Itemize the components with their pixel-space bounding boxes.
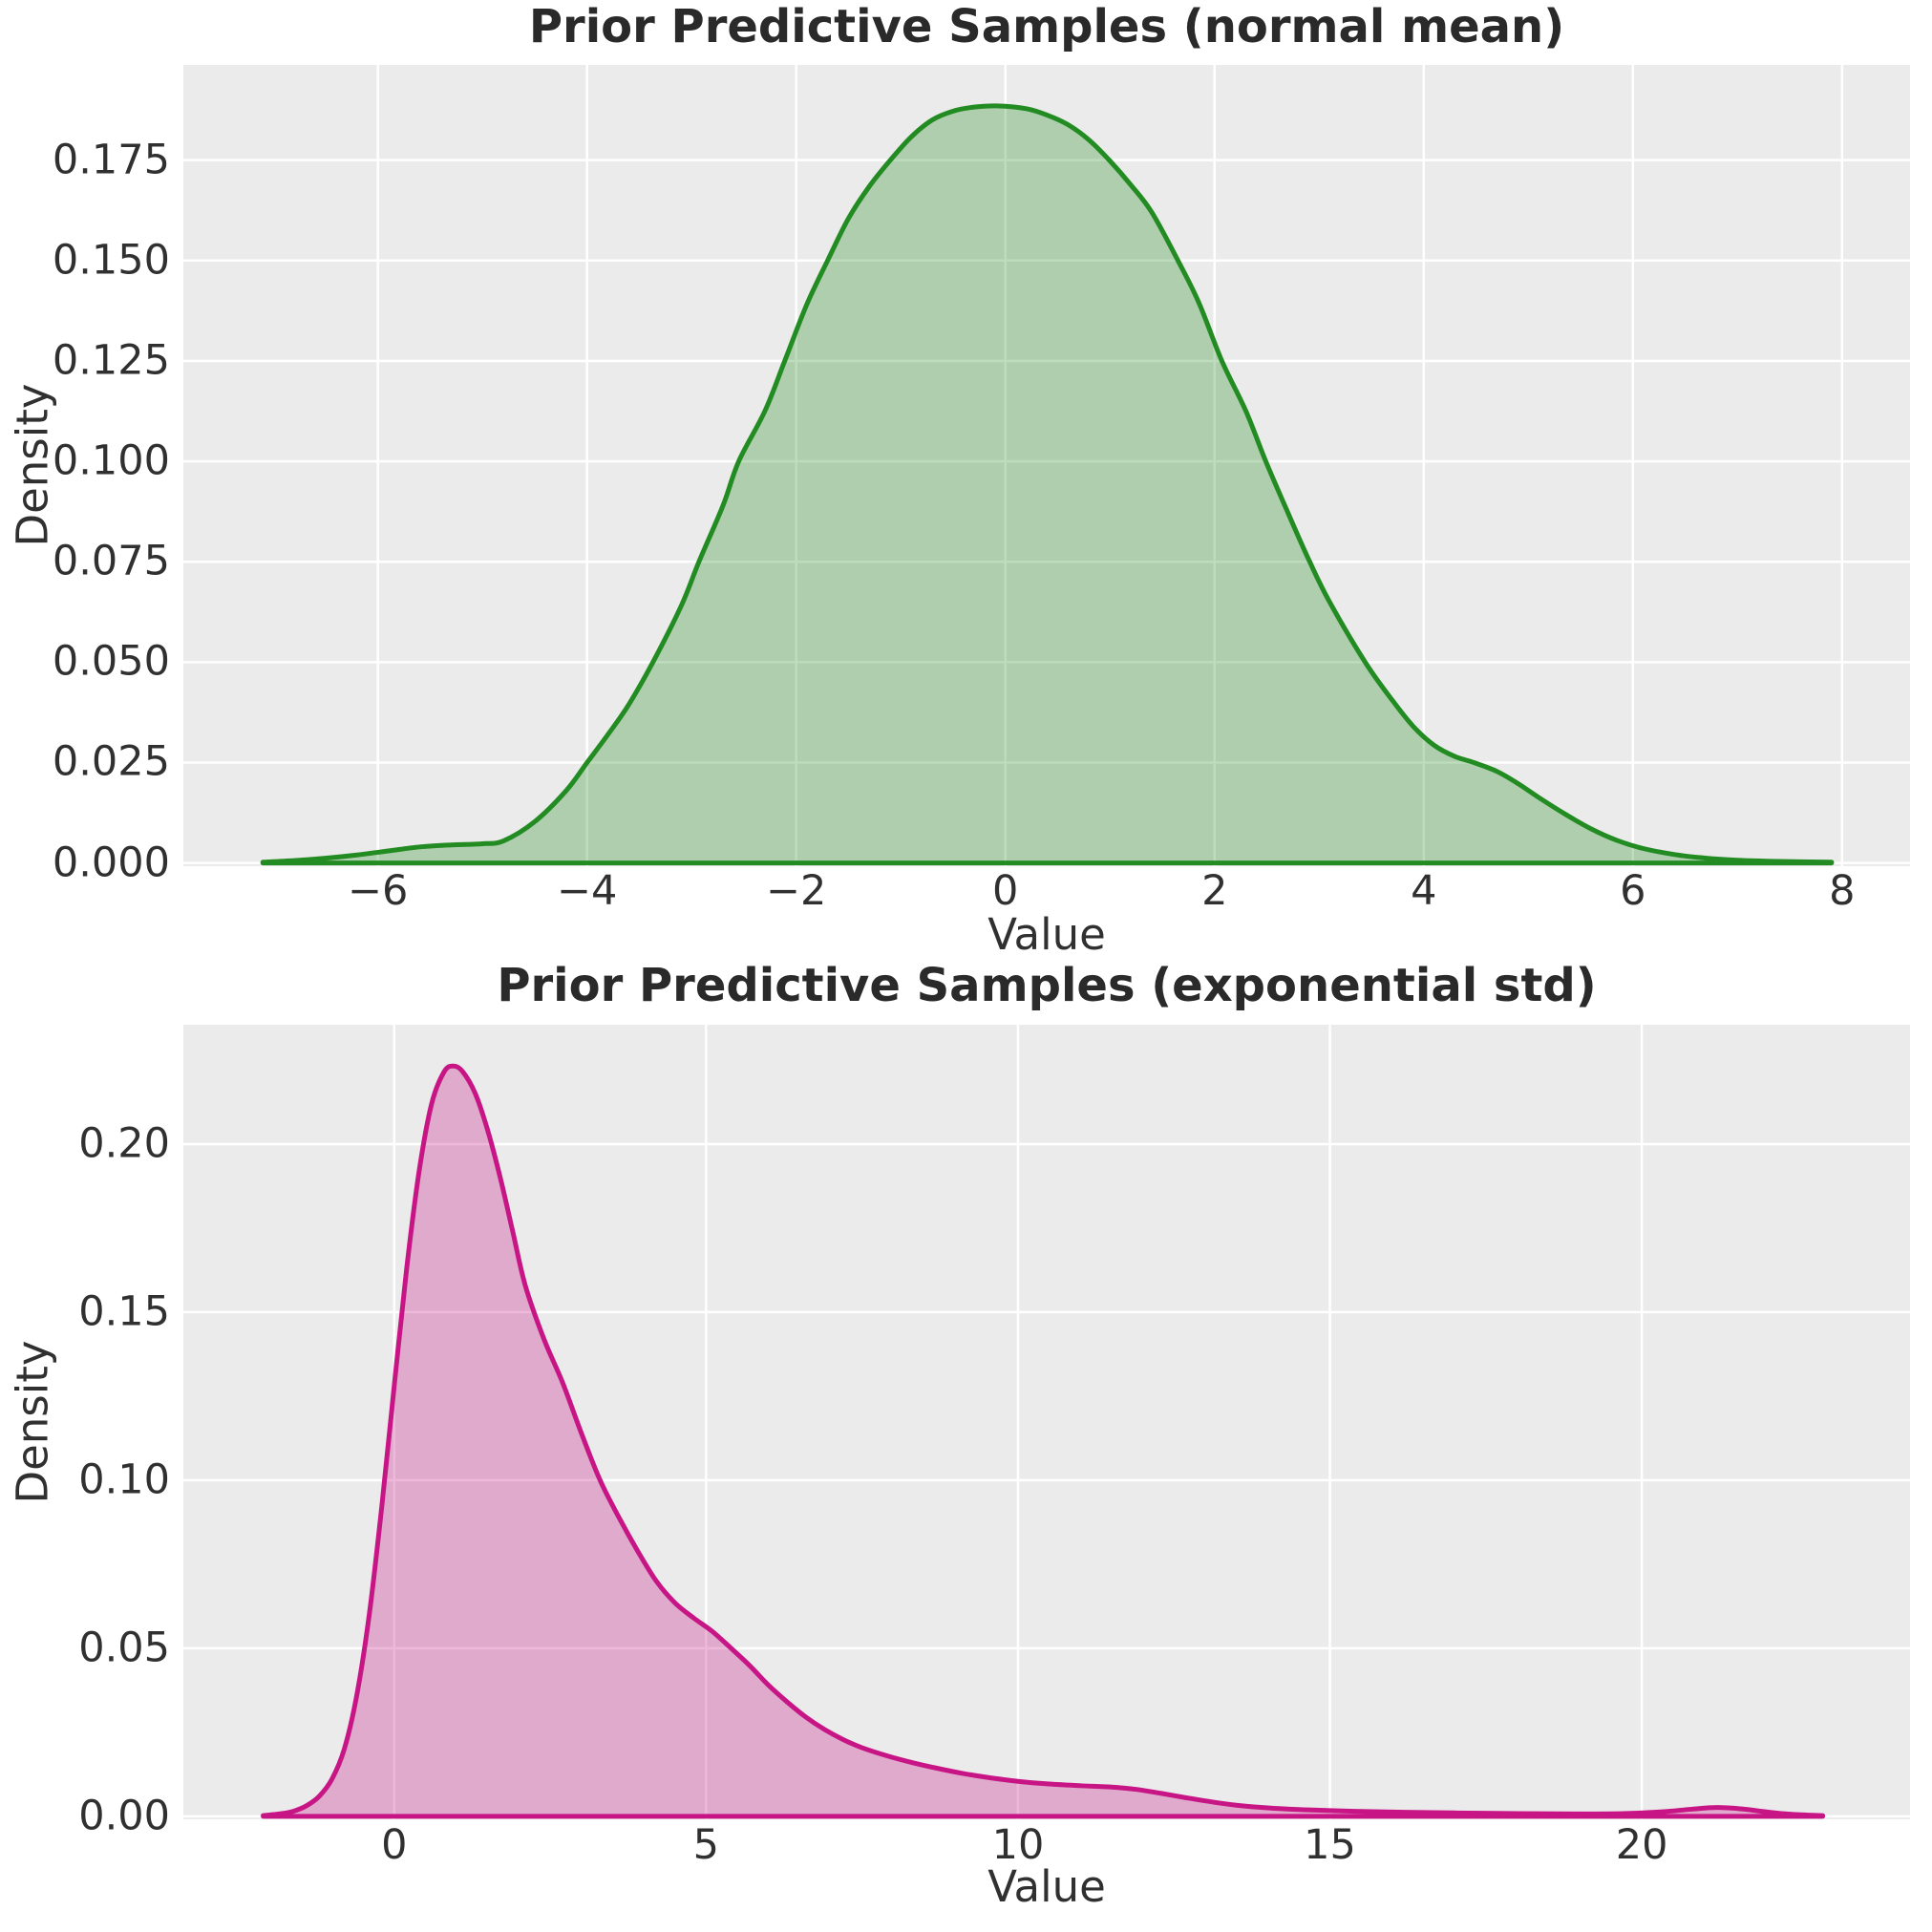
x-tick-label: 6: [1620, 867, 1646, 915]
kde-curve: [261, 1063, 1826, 1819]
plot-title: Prior Predictive Samples (normal mean): [528, 0, 1565, 53]
x-tick-label: 0: [992, 867, 1019, 915]
y-tick-label: 0.100: [52, 436, 170, 485]
x-tick-label: 0: [381, 1821, 408, 1869]
x-axis-label: Value: [987, 1861, 1106, 1912]
plot-background: [183, 1025, 1910, 1819]
plot-area: [183, 65, 1910, 866]
x-tick-label: 15: [1304, 1821, 1356, 1869]
y-tick-label: 0.00: [78, 1792, 170, 1840]
x-tick-label: −2: [766, 867, 827, 915]
plot-background: [183, 65, 1910, 866]
x-tick-label: 5: [692, 1821, 720, 1869]
x-tick-label: 8: [1829, 867, 1856, 915]
plot-title: Prior Predictive Samples (exponential st…: [497, 959, 1597, 1012]
y-tick-label: 0.10: [78, 1455, 170, 1504]
x-tick-label: −6: [347, 867, 409, 915]
y-tick-label: 0.20: [78, 1119, 170, 1168]
y-tick-label: 0.05: [78, 1624, 170, 1672]
y-axis-label: Density: [7, 383, 58, 547]
plot-area: [183, 1025, 1910, 1819]
y-tick-label: 0.175: [52, 136, 170, 184]
y-tick-label: 0.050: [52, 637, 170, 686]
x-tick-label: 4: [1411, 867, 1437, 915]
y-axis-label: Density: [7, 1340, 58, 1504]
x-tick-label: 2: [1201, 867, 1228, 915]
gridlines: [183, 65, 1910, 866]
y-tick-label: 0.125: [52, 336, 170, 385]
y-tick-label: 0.025: [52, 737, 170, 786]
x-tick-label: 10: [991, 1821, 1045, 1869]
x-tick-label: −4: [557, 867, 618, 915]
y-tick-label: 0.150: [52, 236, 170, 285]
kde-curve: [260, 103, 1835, 866]
x-tick-label: 20: [1615, 1821, 1668, 1869]
y-tick-label: 0.075: [52, 537, 170, 585]
y-tick-label: 0.15: [78, 1287, 170, 1336]
x-axis-label: Value: [987, 909, 1106, 960]
y-tick-label: 0.000: [52, 839, 170, 887]
